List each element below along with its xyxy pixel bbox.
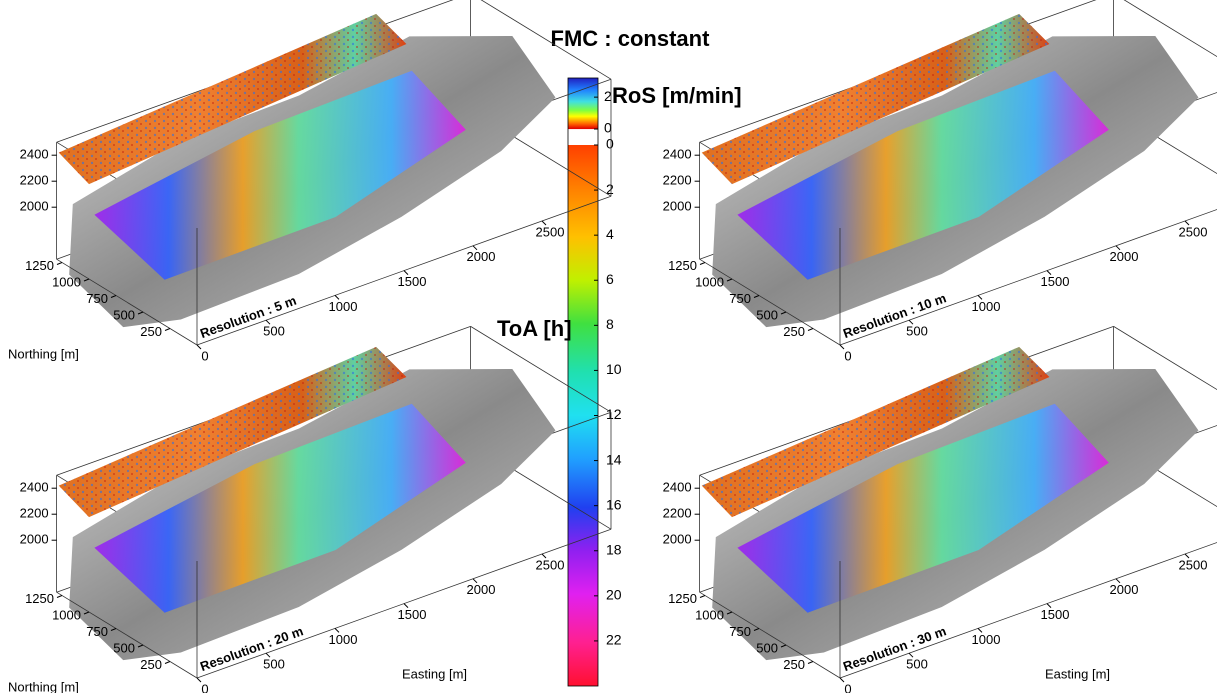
toa-tick-label: 14 (606, 451, 622, 467)
toa-tick-label: 6 (606, 271, 614, 287)
z-tick-label: 2200 (663, 173, 692, 188)
toa-label: ToA [h] (497, 316, 572, 341)
y-tick-label: 1000 (695, 274, 724, 289)
panel: 0500100015002000250025050075010001250200… (8, 326, 611, 693)
y-tick-label: 1250 (668, 591, 697, 606)
x-tick-label: 2000 (467, 582, 496, 597)
x-tick-label: 2500 (536, 224, 565, 239)
toa-tick-label: 18 (606, 541, 622, 557)
x-tick-label: 2500 (536, 557, 565, 572)
x-tick-label: 2500 (1179, 557, 1208, 572)
y-tick (700, 596, 705, 598)
x-tick-label: 0 (201, 681, 208, 693)
toa-tick-label: 8 (606, 316, 614, 332)
y-tick-label: 750 (729, 291, 751, 306)
x-tick-label: 1500 (398, 607, 427, 622)
z-tick-label: 2000 (663, 532, 692, 547)
y-tick (808, 329, 813, 331)
z-tick-label: 2400 (663, 147, 692, 162)
z-tick-label: 2200 (20, 173, 49, 188)
y-tick (57, 263, 62, 265)
x-tick-label: 2500 (1179, 224, 1208, 239)
x-tick-label: 500 (906, 657, 928, 672)
z-tick-label: 2400 (663, 480, 692, 495)
y-tick-label: 1000 (52, 274, 81, 289)
z-tick-label: 2200 (663, 506, 692, 521)
toa-scale (568, 145, 598, 686)
toa-tick-label: 10 (606, 361, 622, 377)
y-tick-label: 250 (140, 324, 162, 339)
x-tick-label: 1000 (972, 299, 1001, 314)
x-tick-label: 2000 (1110, 582, 1139, 597)
z-tick-label: 2000 (20, 199, 49, 214)
y-axis-label: Northing [m] (8, 346, 79, 361)
y-tick-label: 500 (113, 307, 135, 322)
toa-tick-label: 2 (606, 181, 614, 197)
y-tick (165, 329, 170, 331)
x-tick-label: 0 (201, 348, 208, 363)
x-axis-label: Easting [m] (402, 666, 467, 681)
y-tick (165, 662, 170, 664)
panel: 0500100015002000250025050075010001250200… (8, 0, 611, 363)
z-tick-label: 2400 (20, 480, 49, 495)
y-tick (700, 263, 705, 265)
y-tick-label: 500 (756, 307, 778, 322)
y-tick (808, 662, 813, 664)
toa-tick-label: 12 (606, 406, 622, 422)
y-tick-label: 1000 (52, 607, 81, 622)
panel: 0500100015002000250025050075010001250200… (663, 0, 1217, 363)
x-tick-label: 2000 (1110, 249, 1139, 264)
x-tick-label: 1500 (1041, 607, 1070, 622)
y-tick-label: 1250 (25, 591, 54, 606)
x-tick-label: 2000 (467, 249, 496, 264)
y-axis-label: Northing [m] (8, 679, 79, 693)
toa-tick-label: 4 (606, 226, 614, 242)
x-tick-label: 0 (844, 681, 851, 693)
figure: FMC : constant 200246810121416182022RoS … (0, 0, 1217, 693)
y-tick-label: 500 (756, 640, 778, 655)
x-tick-label: 1000 (972, 632, 1001, 647)
y-tick-label: 1000 (695, 607, 724, 622)
z-tick-label: 2200 (20, 506, 49, 521)
y-tick-label: 1250 (668, 258, 697, 273)
y-tick-label: 500 (113, 640, 135, 655)
x-tick-label: 500 (906, 324, 928, 339)
y-tick-label: 750 (86, 291, 108, 306)
y-tick-label: 750 (86, 624, 108, 639)
z-tick-label: 2000 (20, 532, 49, 547)
toa-tick-label: 22 (606, 632, 622, 648)
toa-tick-label: 16 (606, 496, 622, 512)
x-tick-label: 1500 (398, 274, 427, 289)
colorbar: 200246810121416182022RoS [m/min]ToA [h] (497, 78, 742, 686)
y-tick-label: 750 (729, 624, 751, 639)
figure-title: FMC : constant (551, 26, 711, 51)
x-tick-label: 500 (263, 657, 285, 672)
x-tick-label: 500 (263, 324, 285, 339)
y-tick (57, 596, 62, 598)
panel: 0500100015002000250025050075010001250200… (663, 326, 1217, 693)
ros-label: RoS [m/min] (612, 83, 742, 108)
x-tick-label: 0 (844, 348, 851, 363)
x-axis-label: Easting [m] (1045, 666, 1110, 681)
toa-tick-label: 0 (606, 136, 614, 152)
x-tick-label: 1500 (1041, 274, 1070, 289)
y-tick-label: 250 (783, 324, 805, 339)
toa-tick-label: 20 (606, 587, 622, 603)
x-tick-label: 1000 (329, 632, 358, 647)
y-tick-label: 250 (783, 657, 805, 672)
y-tick-label: 1250 (25, 258, 54, 273)
ros-scale (568, 78, 598, 137)
x-tick-label: 1000 (329, 299, 358, 314)
z-tick-label: 2000 (663, 199, 692, 214)
y-tick-label: 250 (140, 657, 162, 672)
z-tick-label: 2400 (20, 147, 49, 162)
